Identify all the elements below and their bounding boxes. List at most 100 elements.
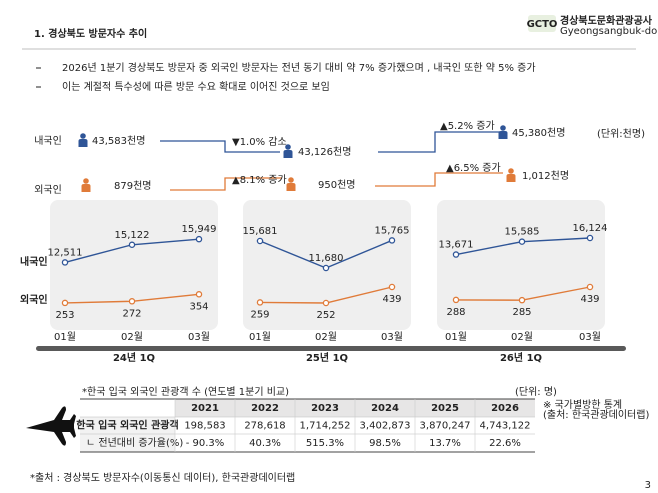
domestic-point — [518, 238, 526, 245]
month-label: 01월 — [445, 331, 467, 343]
person-icon — [80, 133, 86, 139]
person-icon — [78, 139, 88, 147]
table-header: 2025 — [431, 403, 459, 414]
table-cell: 515.3% — [306, 438, 344, 449]
panel-bg — [50, 200, 218, 330]
domestic-value-label: 16,124 — [573, 223, 608, 234]
foreign-point — [61, 299, 69, 307]
row-label: ㄴ 전년대비 증가율(%) — [86, 437, 183, 449]
month-label: 03월 — [381, 331, 403, 343]
period-label: 26년 1Q — [500, 351, 542, 364]
foreign-value-label: 354 — [189, 301, 208, 312]
page-number: 3 — [645, 480, 651, 491]
month-label: 02월 — [511, 331, 533, 343]
foreign-point — [256, 299, 264, 306]
person-icon — [508, 168, 514, 174]
table-title: *한국 입국 외국인 관광객 수 (연도별 1분기 비교) — [82, 385, 289, 398]
foreign-point — [452, 296, 460, 304]
foreign-connector — [170, 172, 503, 191]
month-label: 02월 — [121, 331, 143, 343]
domestic-point — [388, 237, 396, 244]
panel-bg — [437, 200, 605, 330]
domestic-point — [452, 251, 460, 258]
summary-unit: (단위:천명) — [597, 127, 645, 140]
period-label: 24년 1Q — [113, 351, 155, 364]
page-title: 1. 경상북도 방문자수 추이 — [34, 27, 147, 40]
domestic-point — [61, 259, 69, 266]
foreign-value-label: 288 — [446, 307, 465, 318]
summary-value: 43,126천명 — [298, 146, 351, 158]
table-header: 2024 — [371, 403, 399, 414]
table-cell: 198,583 — [184, 421, 225, 432]
foreign-value-label: 253 — [55, 310, 74, 321]
table-cell: 22.6% — [489, 438, 521, 449]
summary-label: 외국인 — [34, 184, 62, 196]
logo-mark — [528, 15, 556, 32]
person-icon — [83, 178, 89, 184]
month-label: 02월 — [315, 331, 337, 343]
plane-icon — [26, 406, 76, 446]
person-icon — [500, 125, 506, 131]
table-unit: (단위: 명) — [515, 385, 557, 398]
domestic-value-label: 15,122 — [115, 230, 150, 241]
table-cell: 278,618 — [244, 421, 285, 432]
series-label: 내국인 — [20, 255, 48, 268]
summary-value: 950천명 — [318, 179, 356, 191]
table-cell: 3,402,873 — [360, 421, 411, 432]
domestic-value-label: 15,585 — [505, 227, 540, 238]
domestic-value-label: 11,680 — [309, 253, 344, 264]
table-header: 2022 — [251, 403, 279, 414]
table-cell: 40.3% — [249, 438, 281, 449]
domestic-value-label: 15,681 — [243, 226, 278, 237]
foreign-point — [586, 283, 594, 291]
foreign-value-label: 259 — [250, 309, 269, 320]
change-label: ▲8.1% 증가 — [232, 174, 287, 186]
table-header: 2023 — [311, 403, 339, 414]
domestic-point — [322, 264, 330, 272]
foreign-value-label: 439 — [382, 294, 401, 305]
foreign-value-label: 439 — [580, 294, 599, 305]
logo-sub: Gyeongsangbuk-do Culture & Tourism Organ… — [560, 26, 658, 37]
month-label: 01월 — [249, 331, 271, 343]
change-label: ▲5.2% 증가 — [440, 120, 495, 132]
table-note: ※ 국가별방한 통계 — [543, 399, 622, 411]
table-label-bg — [80, 417, 175, 452]
logo-name: 경상북도문화관광공사 — [560, 14, 653, 27]
person-icon — [81, 184, 91, 192]
domestic-point — [128, 241, 136, 249]
foreign-value-label: 272 — [122, 308, 141, 319]
domestic-point — [256, 237, 264, 245]
foreign-point — [195, 291, 203, 298]
row-label: 한국 입국 외국인 관광객 — [76, 419, 178, 432]
table-cell: 1,714,252 — [300, 421, 351, 432]
period-label: 25년 1Q — [306, 351, 348, 364]
table-header: 2026 — [491, 403, 519, 414]
table-cell: 3,870,247 — [420, 421, 471, 432]
table-cell: 98.5% — [369, 438, 401, 449]
change-label: ▲6.5% 증가 — [446, 162, 501, 174]
foreign-point — [518, 296, 526, 304]
month-label: 03월 — [579, 331, 601, 343]
foreign-point — [322, 299, 330, 307]
bullet-text: 이는 계절적 특수성에 따른 방문 수요 확대로 이어진 것으로 보임 — [62, 80, 330, 93]
summary-value: 43,583천명 — [92, 135, 145, 147]
table-note: (출처: 한국관광데이터랩) — [543, 409, 649, 421]
foreign-point — [128, 298, 136, 305]
domestic-value-label: 15,765 — [375, 225, 410, 236]
domestic-point — [586, 234, 594, 242]
table-cell: 4,743,122 — [480, 421, 531, 432]
change-label: ▼1.0% 감소 — [232, 136, 287, 148]
foreign-value-label: 285 — [512, 307, 531, 318]
table-cell: - 90.3% — [186, 438, 225, 449]
table-cell: 13.7% — [429, 438, 461, 449]
month-label: 01월 — [54, 331, 76, 343]
foreign-point — [388, 283, 396, 291]
person-icon — [498, 131, 508, 139]
domestic-value-label: 15,949 — [182, 224, 217, 235]
series-label: 외국인 — [20, 293, 48, 306]
person-icon — [506, 174, 516, 182]
domestic-value-label: 12,511 — [48, 247, 83, 258]
person-icon — [285, 144, 291, 150]
foreign-value-label: 252 — [316, 310, 335, 321]
domestic-connector — [160, 131, 500, 153]
